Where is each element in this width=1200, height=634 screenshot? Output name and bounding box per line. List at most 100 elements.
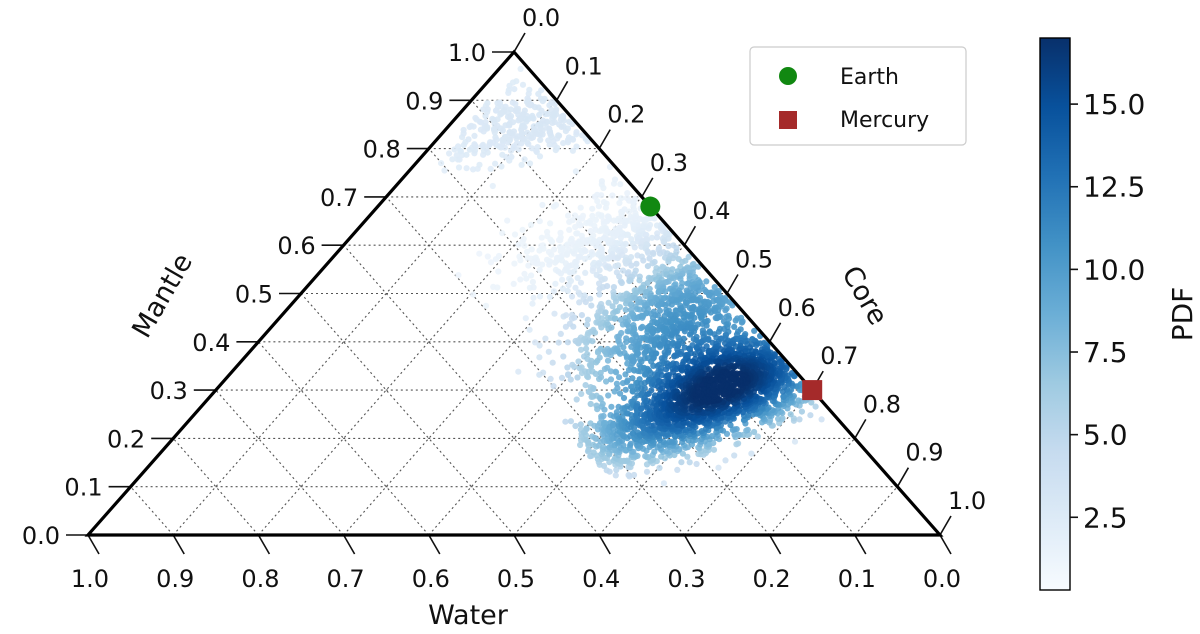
water-3-tick	[342, 534, 356, 555]
density-point-762	[560, 353, 567, 360]
density-point-1936	[780, 393, 787, 400]
density-point-795	[584, 316, 592, 323]
density-point-1970	[634, 429, 641, 436]
density-point-819	[812, 403, 819, 410]
density-point-1185	[605, 392, 612, 399]
density-point-906	[584, 374, 592, 381]
density-point-748	[604, 283, 611, 290]
density-point-52	[565, 212, 572, 219]
density-point-110	[624, 190, 631, 197]
density-point-312	[645, 225, 652, 232]
density-point-2212	[648, 387, 655, 394]
density-point-742	[630, 471, 638, 479]
density-point-161	[578, 241, 585, 248]
density-point-380	[505, 89, 512, 96]
density-point-345	[526, 326, 533, 333]
density-point-695	[665, 235, 672, 242]
density-point-614	[544, 124, 551, 131]
density-point-410	[460, 130, 467, 137]
density-point-325	[518, 161, 525, 168]
density-point-32	[482, 302, 490, 309]
density-point-493	[513, 140, 521, 147]
earth-marker	[640, 196, 661, 217]
density-point-146	[529, 278, 537, 286]
density-point-418	[465, 136, 472, 143]
density-point-974	[623, 457, 631, 464]
mantle-9-tick-label: 0.9	[405, 87, 443, 115]
mantle-axis-title: Mantle	[126, 248, 199, 343]
density-point-419	[471, 141, 478, 148]
density-point-534	[596, 267, 603, 274]
density-point-19	[499, 230, 506, 237]
water-axis-title: Water	[428, 600, 509, 631]
density-point-349	[519, 81, 527, 88]
legend: Earth Mercury	[749, 46, 967, 146]
water-3-tick-label: 0.7	[327, 565, 365, 593]
density-point-660	[530, 115, 537, 122]
density-point-123	[546, 261, 553, 268]
density-point-1157	[665, 278, 672, 285]
density-point-460	[660, 480, 668, 487]
mantle-4-tick-label: 0.4	[192, 329, 230, 357]
density-point-749	[693, 460, 700, 468]
core-9-tick	[896, 467, 910, 488]
density-point-904	[584, 351, 591, 358]
density-point-738	[650, 250, 657, 257]
density-point-443	[534, 144, 541, 151]
legend-earth-label: Earth	[840, 65, 899, 90]
density-point-1000	[787, 411, 794, 418]
density-point-1484	[624, 377, 631, 384]
density-point-700	[563, 312, 570, 319]
density-point-1860	[727, 422, 734, 429]
density-point-265	[586, 253, 593, 260]
density-point-894	[602, 310, 609, 317]
density-point-731	[550, 383, 557, 390]
markers	[640, 196, 823, 401]
density-point-574	[532, 339, 539, 346]
density-point-1041	[596, 354, 603, 361]
core-8-tick	[854, 418, 867, 439]
density-point-1015	[751, 428, 758, 436]
density-point-249	[536, 293, 544, 300]
density-point-1178	[731, 431, 738, 438]
density-point-3435	[718, 382, 725, 389]
density-point-563	[614, 255, 621, 262]
density-point-914	[585, 446, 592, 453]
colorbar-tick-label-5: 15.0	[1083, 88, 1145, 121]
density-point-784	[644, 263, 652, 270]
density-point-462	[482, 113, 489, 120]
density-point-706	[601, 275, 608, 282]
density-point-744	[625, 472, 632, 479]
density-point-179	[617, 218, 624, 225]
density-point-8	[515, 241, 522, 248]
density-point-737	[555, 339, 562, 346]
density-point-431	[579, 132, 586, 139]
density-point-441	[515, 146, 522, 153]
density-point-318	[498, 163, 505, 170]
density-point-556	[631, 244, 638, 251]
density-point-770	[807, 412, 814, 419]
grid-line-water-1	[470, 99, 856, 536]
density-point-175	[583, 239, 590, 246]
density-point-1943	[681, 328, 688, 335]
density-point-1116	[603, 378, 610, 385]
density-point-907	[609, 303, 616, 310]
density-point-1687	[668, 438, 675, 445]
density-point-328	[526, 160, 534, 167]
density-point-609	[509, 119, 517, 126]
grid-line-core-2	[257, 148, 600, 536]
density-point-1233	[618, 329, 625, 337]
density-point-1321	[684, 280, 691, 287]
density-point-342	[622, 240, 629, 247]
water-1-tick-label: 0.9	[156, 565, 194, 593]
water-7-tick-label: 0.3	[667, 565, 705, 593]
density-point-303	[455, 164, 463, 171]
core-0-tick-label: 0.0	[522, 4, 560, 32]
density-point-438	[479, 141, 487, 148]
core-0-tick	[513, 32, 526, 53]
core-8-tick-label: 0.8	[863, 390, 901, 418]
density-point-322	[559, 285, 567, 292]
density-point-440	[528, 145, 536, 152]
density-point-962	[582, 432, 590, 439]
density-point-1243	[613, 369, 620, 376]
